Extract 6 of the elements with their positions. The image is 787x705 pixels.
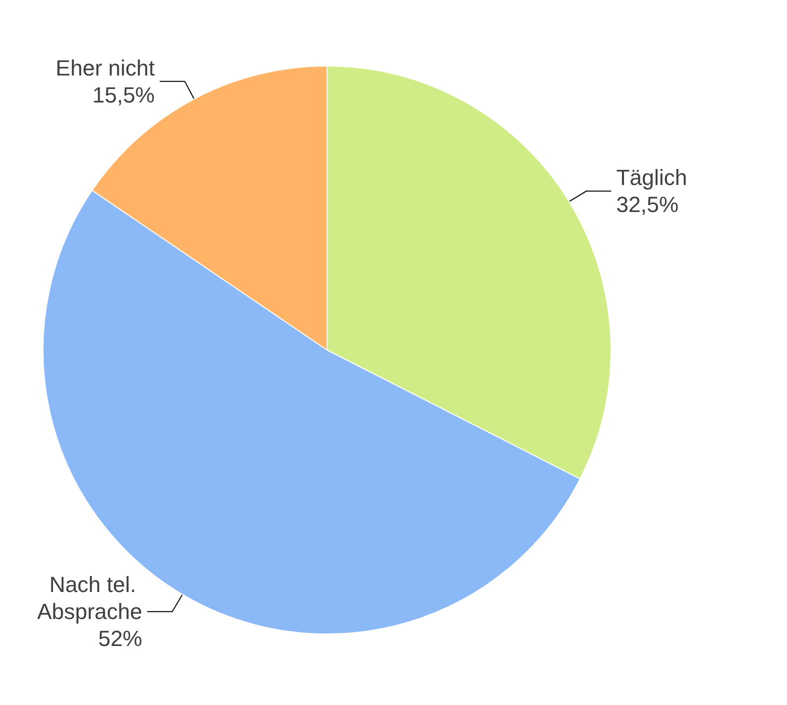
data-label: 32,5% bbox=[616, 192, 679, 218]
data-label: 15,5% bbox=[92, 82, 155, 108]
slice-label: Nach tel. Absprache bbox=[37, 572, 142, 624]
data-label: 52% bbox=[98, 626, 142, 652]
slice-label: Täglich bbox=[616, 165, 688, 190]
slice-label: Eher nicht bbox=[56, 55, 155, 80]
